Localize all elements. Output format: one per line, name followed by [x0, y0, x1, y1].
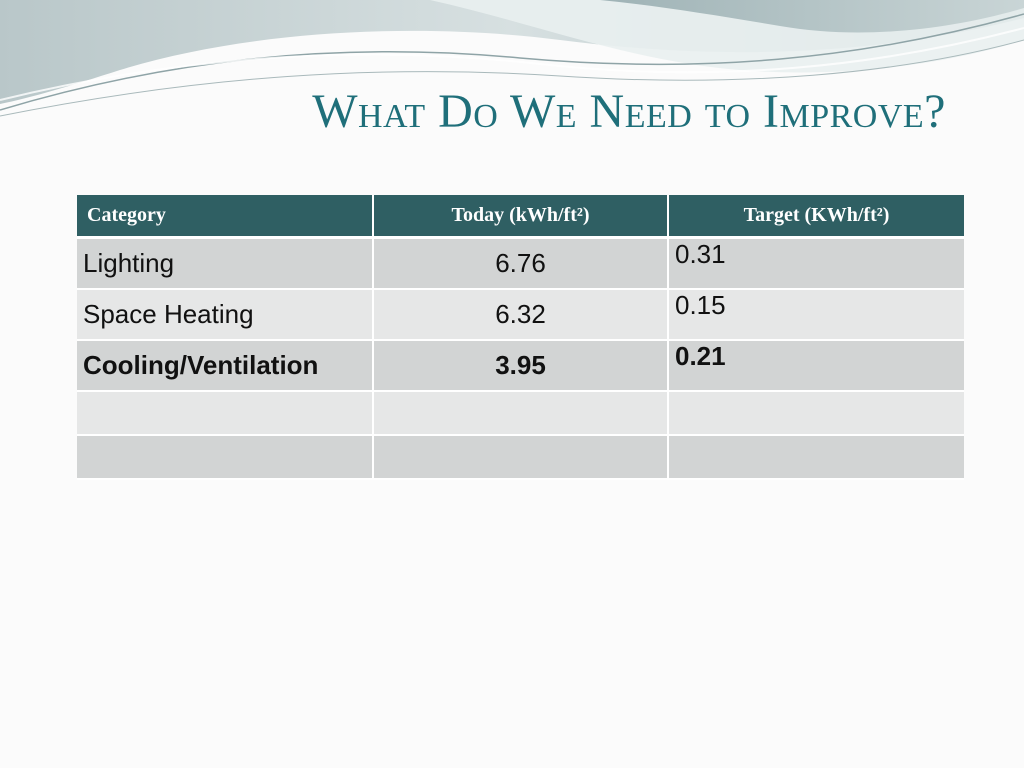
decorative-wave-banner — [0, 0, 1024, 117]
cell-category: Cooling/Ventilation — [77, 340, 374, 392]
cell-today: 3.95 — [373, 340, 669, 392]
table-row — [77, 391, 964, 436]
table-row: Lighting 6.76 0.31 — [77, 237, 964, 290]
table-row: Cooling/Ventilation 3.95 0.21 — [77, 340, 964, 392]
cell-today: 6.76 — [373, 237, 669, 290]
table-header-row: Category Today (kWh/ft²) Target (KWh/ft²… — [77, 195, 964, 239]
cell-today — [373, 391, 669, 436]
cell-category: Space Heating — [77, 289, 374, 341]
cell-target — [668, 435, 964, 480]
cell-category: Lighting — [77, 237, 374, 290]
slide-title: What Do We Need to Improve? — [312, 85, 946, 138]
cell-target: 0.21 — [668, 340, 964, 392]
table-row — [77, 435, 964, 480]
cell-today — [373, 435, 669, 480]
energy-target-table: Category Today (kWh/ft²) Target (KWh/ft²… — [77, 195, 964, 480]
header-today: Today (kWh/ft²) — [373, 195, 669, 239]
table-row: Space Heating 6.32 0.15 — [77, 289, 964, 341]
cell-target: 0.31 — [668, 237, 964, 290]
header-target: Target (KWh/ft²) — [668, 195, 964, 239]
cell-category — [77, 391, 374, 436]
cell-category — [77, 435, 374, 480]
cell-today: 6.32 — [373, 289, 669, 341]
cell-target: 0.15 — [668, 289, 964, 341]
cell-target — [668, 391, 964, 436]
header-category: Category — [77, 195, 374, 239]
